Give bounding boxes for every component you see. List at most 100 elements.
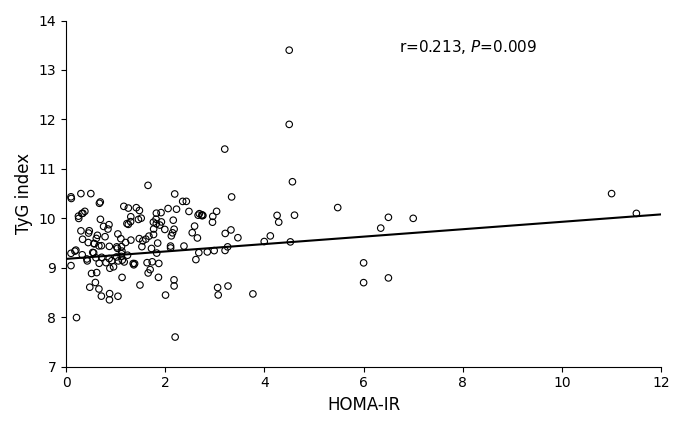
Point bbox=[82, 256, 92, 263]
Point bbox=[134, 235, 145, 242]
Point bbox=[73, 213, 84, 220]
Point bbox=[358, 279, 369, 286]
Point bbox=[225, 227, 236, 233]
Point bbox=[112, 293, 123, 300]
Point bbox=[408, 215, 419, 222]
Point bbox=[146, 245, 157, 252]
Text: r=0.213, $\it{P}$=0.009: r=0.213, $\it{P}$=0.009 bbox=[399, 38, 538, 56]
Point bbox=[96, 293, 107, 299]
Point bbox=[111, 254, 122, 260]
Point bbox=[79, 208, 90, 215]
Point bbox=[145, 266, 155, 273]
Point bbox=[289, 212, 300, 219]
Point bbox=[71, 314, 82, 321]
Point bbox=[151, 250, 162, 257]
Point bbox=[73, 215, 84, 222]
Point bbox=[222, 243, 233, 250]
Point bbox=[284, 121, 295, 128]
Point bbox=[285, 239, 296, 245]
Y-axis label: TyG index: TyG index bbox=[15, 153, 33, 234]
Point bbox=[273, 219, 284, 226]
Point bbox=[287, 178, 298, 185]
Point bbox=[138, 237, 149, 244]
Point bbox=[165, 245, 176, 251]
Point bbox=[125, 218, 136, 225]
Point bbox=[99, 233, 110, 240]
Point bbox=[104, 296, 115, 303]
Point bbox=[151, 216, 162, 223]
Point bbox=[116, 253, 127, 260]
Point bbox=[156, 218, 167, 225]
Point bbox=[75, 227, 86, 234]
Point bbox=[153, 260, 164, 267]
Point bbox=[91, 235, 102, 242]
Point bbox=[121, 220, 132, 227]
Point bbox=[98, 223, 109, 230]
Point bbox=[136, 215, 147, 222]
Point bbox=[66, 262, 77, 269]
Point bbox=[103, 221, 114, 228]
Point bbox=[129, 260, 140, 267]
Point bbox=[197, 212, 208, 219]
Point bbox=[170, 334, 181, 341]
Point bbox=[94, 200, 105, 207]
Point bbox=[112, 230, 123, 237]
Point bbox=[631, 210, 642, 217]
Point bbox=[247, 290, 258, 297]
Point bbox=[207, 219, 218, 226]
Point bbox=[127, 260, 138, 267]
Point bbox=[284, 47, 295, 54]
Point bbox=[209, 247, 220, 254]
Point bbox=[103, 255, 114, 262]
Point bbox=[220, 230, 231, 237]
Point bbox=[193, 249, 204, 256]
Point bbox=[142, 269, 153, 276]
Point bbox=[86, 270, 97, 277]
Point bbox=[226, 193, 237, 200]
Point bbox=[212, 284, 223, 291]
Point bbox=[194, 210, 205, 217]
Point bbox=[192, 212, 203, 219]
Point bbox=[66, 195, 77, 202]
Point bbox=[84, 284, 95, 291]
X-axis label: HOMA-IR: HOMA-IR bbox=[327, 396, 400, 414]
Point bbox=[88, 240, 99, 247]
Point bbox=[148, 231, 159, 238]
Point bbox=[76, 210, 87, 217]
Point bbox=[106, 257, 117, 264]
Point bbox=[155, 209, 166, 216]
Point bbox=[104, 290, 115, 297]
Point bbox=[120, 239, 131, 246]
Point bbox=[117, 257, 128, 263]
Point bbox=[190, 256, 201, 263]
Point bbox=[112, 245, 123, 252]
Point bbox=[93, 242, 104, 249]
Point bbox=[90, 279, 101, 286]
Point bbox=[119, 203, 129, 210]
Point bbox=[77, 251, 88, 258]
Point bbox=[219, 146, 230, 153]
Point bbox=[223, 283, 234, 290]
Point bbox=[123, 205, 134, 211]
Point bbox=[83, 239, 94, 246]
Point bbox=[136, 243, 147, 250]
Point bbox=[66, 250, 77, 257]
Point bbox=[179, 243, 190, 250]
Point bbox=[142, 259, 153, 266]
Point bbox=[168, 217, 179, 224]
Point bbox=[134, 207, 145, 214]
Point bbox=[272, 212, 283, 219]
Point bbox=[125, 213, 136, 220]
Point bbox=[143, 233, 154, 239]
Point bbox=[87, 249, 98, 256]
Point bbox=[116, 248, 127, 254]
Point bbox=[160, 292, 171, 299]
Point bbox=[88, 249, 99, 256]
Point bbox=[151, 210, 162, 217]
Point bbox=[104, 265, 115, 272]
Point bbox=[116, 243, 127, 250]
Point bbox=[147, 258, 158, 265]
Point bbox=[162, 205, 173, 212]
Point bbox=[197, 212, 208, 219]
Point bbox=[119, 259, 129, 266]
